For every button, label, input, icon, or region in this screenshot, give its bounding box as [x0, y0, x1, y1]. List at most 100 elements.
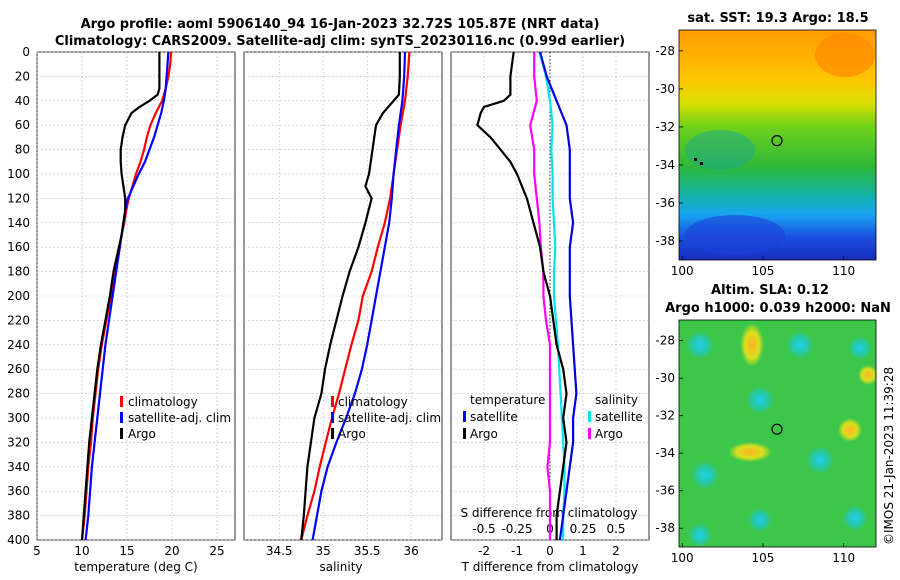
map-x-tick-label: 105 — [752, 264, 775, 278]
s-x-tick-label: 0.25 — [570, 522, 597, 536]
s-diff-argo-line — [529, 52, 552, 540]
depth-tick-label: 400 — [7, 533, 30, 547]
sal-argo-line — [300, 52, 401, 541]
x-tick-label: 35.5 — [354, 544, 381, 558]
s-diff-satellite-line — [538, 51, 566, 540]
legend-swatch-s-satellite — [588, 411, 591, 422]
map-y-tick-label: -28 — [655, 44, 675, 58]
x-tick-label: 36 — [404, 544, 419, 558]
map-y-tick-label: -30 — [655, 82, 675, 96]
t-diff-argo-line — [476, 51, 568, 540]
legend-swatch-argo — [120, 428, 123, 439]
x-tick-label: 10 — [74, 544, 89, 558]
temperature-x-ticks: 5 10 15 20 25 — [33, 544, 224, 558]
sla-anomaly-patch — [786, 331, 814, 359]
depth-tick-label: 220 — [7, 313, 30, 327]
title-line-1: Argo profile: aoml 5906140_94 16-Jan-202… — [81, 17, 600, 32]
sla-anomaly-patch — [838, 418, 862, 442]
sst-map-ticks: 100 105 110 -28 -30 -32 -34 -36 -38 — [655, 44, 855, 278]
depth-tick-label: 80 — [15, 143, 30, 157]
map-y-tick-label: -34 — [655, 158, 675, 172]
sst-warm-patch — [815, 33, 875, 77]
map-y-tick-label: -28 — [655, 334, 675, 348]
sla-anomaly-patch — [848, 336, 872, 360]
sla-map — [678, 319, 878, 548]
legend-swatch-t-satellite — [463, 411, 466, 422]
sla-anomaly-patch — [842, 505, 868, 531]
map-y-tick-label: -38 — [655, 234, 675, 248]
legend-satellite-clim: satellite-adj. clim — [128, 411, 231, 425]
depth-tick-label: 200 — [7, 289, 30, 303]
map-x-tick-label: 100 — [671, 551, 694, 565]
argo-location-marker — [771, 423, 783, 435]
sla-anomaly-patch — [858, 365, 878, 385]
x-tick-label: 35 — [316, 544, 331, 558]
sla-anomaly-patch — [746, 386, 774, 414]
sla-map-title: Altim. SLA: 0.12 — [711, 283, 829, 298]
sla-map-ticks: 100 105 110 -28 -30 -32 -34 -36 -38 — [655, 334, 855, 565]
sla-anomaly-patch — [686, 331, 714, 359]
map-y-tick-label: -38 — [655, 521, 675, 535]
legend-temperature-heading: temperature — [470, 393, 545, 407]
sla-map-frame — [678, 319, 877, 548]
legend-swatch-climatology — [120, 396, 123, 407]
map-x-tick-label: 100 — [671, 264, 694, 278]
sst-cold-patch — [685, 215, 785, 255]
map-x-tick-label: 105 — [752, 551, 775, 565]
legend-swatch-s-argo — [588, 428, 591, 439]
salinity-x-ticks: 34.5 35 35.5 36 — [266, 544, 419, 558]
legend-climatology: climatology — [338, 395, 408, 409]
sla-map-subtitle: Argo h1000: 0.039 h2000: NaN — [665, 301, 891, 316]
x-tick-label: -1 — [511, 544, 523, 558]
temp-argo-line — [80, 52, 161, 541]
depth-tick-label: 0 — [22, 45, 30, 59]
difference-legend: temperature satellite Argo salinity sate… — [463, 393, 643, 441]
legend-satellite-clim: satellite-adj. clim — [338, 411, 441, 425]
depth-tick-label: 180 — [7, 265, 30, 279]
x-tick-label: 1 — [579, 544, 587, 558]
legend-salinity-heading: salinity — [595, 393, 638, 407]
sst-map-title: sat. SST: 19.3 Argo: 18.5 — [687, 11, 868, 26]
depth-tick-label: 320 — [7, 435, 30, 449]
s-x-tick-label: 0.5 — [606, 522, 625, 536]
depth-tick-label: 60 — [15, 118, 30, 132]
s-difference-x-ticks: -0.5 -0.25 0 0.25 0.5 — [472, 522, 625, 536]
x-tick-label: 2 — [612, 544, 620, 558]
depth-tick-label: 240 — [7, 338, 30, 352]
sst-land-speck — [694, 158, 697, 161]
legend-argo: Argo — [128, 427, 156, 441]
s-x-tick-label: -0.5 — [472, 522, 495, 536]
sst-cool-patch — [685, 130, 755, 170]
salinity-legend: climatology satellite-adj. clim Argo — [331, 395, 441, 441]
depth-tick-label: 120 — [7, 191, 30, 205]
profile-series — [80, 51, 578, 541]
legend-argo: Argo — [338, 427, 366, 441]
legend-s-argo: Argo — [595, 427, 623, 441]
title-line-2: Climatology: CARS2009. Satellite-adj cli… — [55, 34, 625, 49]
legend-swatch-satellite — [120, 412, 123, 423]
s-x-tick-label: -0.25 — [501, 522, 532, 536]
depth-tick-label: 340 — [7, 460, 30, 474]
temperature-xlabel: temperature (deg C) — [74, 560, 197, 574]
x-tick-label: 0 — [546, 544, 554, 558]
depth-tick-label: 140 — [7, 216, 30, 230]
map-y-tick-label: -32 — [655, 120, 675, 134]
sst-map-frame — [678, 29, 877, 261]
argo-location-marker — [771, 135, 783, 147]
map-y-tick-label: -36 — [655, 484, 675, 498]
depth-tick-label: 20 — [15, 69, 30, 83]
legend-t-satellite: satellite — [470, 410, 518, 424]
t-diff-satellite-line — [539, 51, 578, 541]
map-x-tick-label: 110 — [832, 551, 855, 565]
legend-swatch-t-argo — [463, 428, 466, 439]
sla-anomaly-patch — [748, 508, 772, 532]
copyright-footer: ©IMOS 21-Jan-2023 11:39:28 — [882, 367, 896, 545]
depth-tick-label: 380 — [7, 509, 30, 523]
legend-swatch-argo — [331, 428, 334, 439]
depth-tick-label: 300 — [7, 411, 30, 425]
x-tick-label: 34.5 — [266, 544, 293, 558]
x-tick-label: 15 — [119, 544, 134, 558]
depth-tick-label: 40 — [15, 94, 30, 108]
map-x-tick-label: 110 — [832, 264, 855, 278]
